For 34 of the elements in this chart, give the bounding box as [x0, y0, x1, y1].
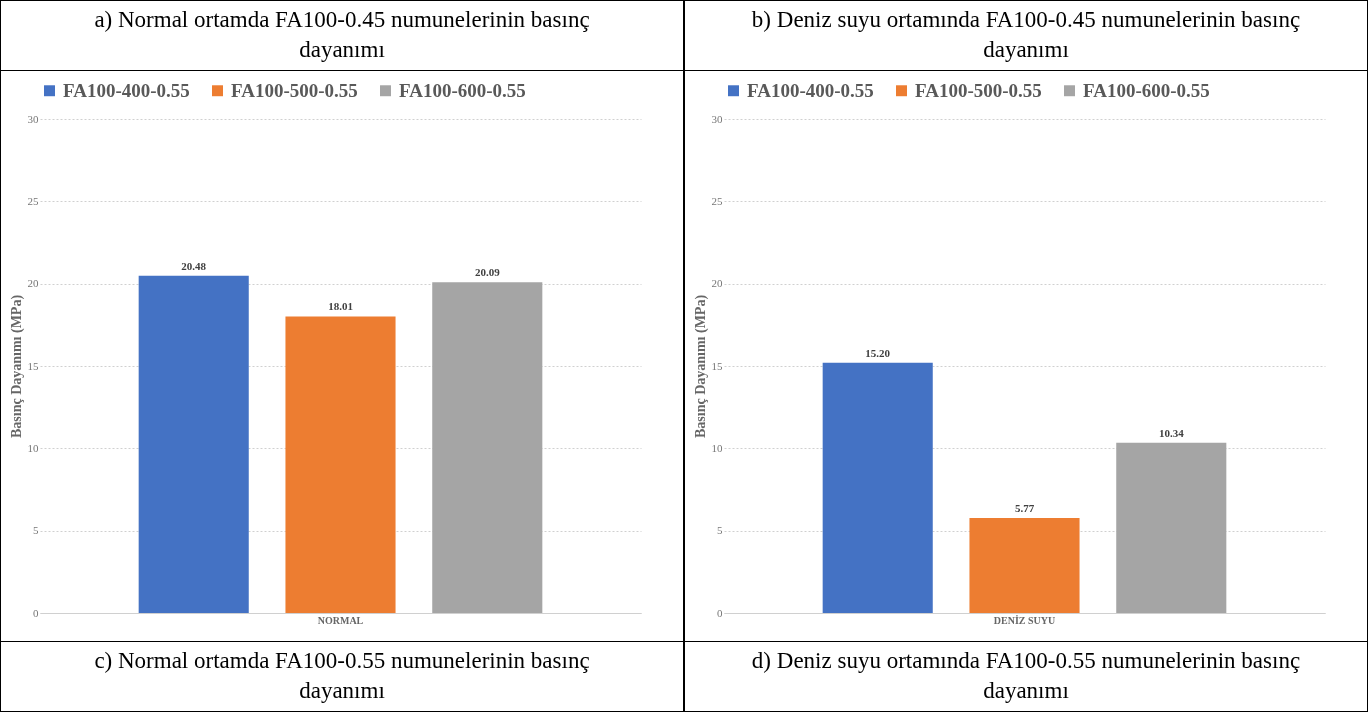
legend-label: FA100-600-0.55	[1083, 79, 1210, 101]
data-label: 18.01	[328, 300, 353, 313]
y-axis-title: Basınç Dayanımı (MPa)	[8, 294, 25, 439]
text: c) Normal ortamda FA100-0.55 numunelerinin basınç dayanımı	[1, 641, 683, 711]
legend-label: FA100-500-0.55	[915, 79, 1042, 101]
y-tick-label: 25	[27, 194, 39, 207]
y-tick-label: 25	[711, 194, 723, 207]
y-tick-label: 20	[711, 277, 723, 290]
legend-label: FA100-500-0.55	[231, 79, 358, 101]
y-tick-label: 0	[717, 606, 723, 619]
y-tick-label: 10	[27, 441, 39, 454]
y-tick-label: 30	[27, 112, 39, 125]
text: a) Normal ortamda FA100-0.45 numunelerinin basınç dayanımı	[1, 1, 683, 71]
legend-label: FA100-400-0.55	[63, 79, 190, 101]
y-tick-label: 0	[33, 606, 39, 619]
data-label: 20.48	[181, 259, 207, 272]
data-label: 5.77	[1014, 501, 1035, 514]
y-tick-label: 20	[27, 277, 39, 290]
y-tick-label: 5	[33, 524, 39, 537]
y-tick-label: 15	[711, 359, 723, 372]
x-tick-label: NORMAL	[317, 614, 364, 626]
y-axis-title: Basınç Dayanımı (MPa)	[692, 294, 709, 439]
y-tick-label: 30	[711, 112, 723, 125]
y-tick-label: 10	[711, 441, 723, 454]
y-tick-label: 5	[717, 524, 723, 537]
legend-label: FA100-400-0.55	[747, 79, 874, 101]
text: d) Deniz suyu ortamında FA100-0.55 numunelerinin basınç dayanımı	[685, 641, 1367, 711]
legend-label: FA100-600-0.55	[399, 79, 526, 101]
y-tick-label: 15	[27, 359, 39, 372]
data-label: 20.09	[474, 266, 501, 279]
text: b) Deniz suyu ortamında FA100-0.45 numunelerinin basınç dayanımı	[685, 1, 1367, 71]
data-label: 15.20	[865, 346, 891, 359]
x-tick-label: DENİZ SUYU	[993, 614, 1056, 626]
data-label: 10.34	[1158, 426, 1185, 439]
